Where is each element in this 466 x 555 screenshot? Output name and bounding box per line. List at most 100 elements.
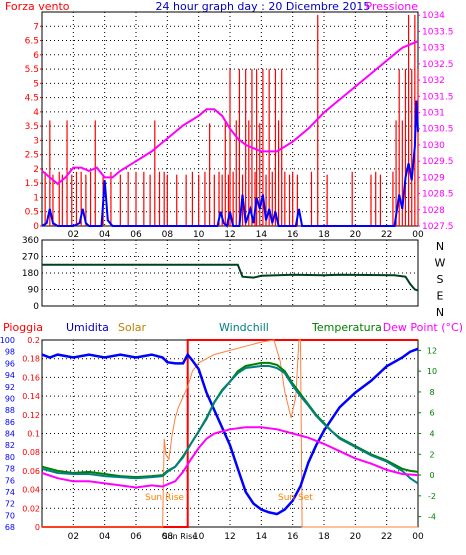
pressure-tick-label: 1029: [422, 173, 445, 183]
direction-axis-ticks: 0 90 180 270 360: [22, 236, 39, 312]
temperature-tick-label: 12: [427, 346, 437, 355]
temperature-x-tick-label: Sun Rise: [163, 532, 198, 541]
wind-x-tick-label: 18: [318, 230, 330, 240]
wind-tick-label: 4.5: [25, 94, 39, 104]
wind-tick-label: 2.5: [25, 151, 39, 161]
humidity-tick-label: 92: [5, 383, 15, 392]
temperature-x-tick-label: 02: [68, 532, 79, 542]
humidity-legend: Umidita: [66, 321, 109, 334]
temperature-tick-label: 4: [429, 430, 434, 439]
wind-tick-label: 7: [33, 22, 39, 32]
temperature-x-tick-label: 00: [412, 532, 424, 542]
wind-x-tick-label: 08: [162, 230, 174, 240]
humidity-tick-label: 100: [0, 336, 15, 345]
rain-tick-label: 0.04: [22, 486, 40, 495]
pressure-tick-label: 1028: [422, 206, 445, 216]
temperature-x-tick-label: 06: [130, 532, 142, 542]
temperature-tick-label: -4: [428, 513, 436, 522]
wind-x-tick-label: 20: [350, 230, 362, 240]
humidity-tick-label: 68: [5, 523, 15, 532]
wind-x-tick-label: 04: [99, 230, 111, 240]
sunset-label: Sun Set: [278, 493, 313, 503]
pressure-tick-label: 1031: [422, 109, 445, 119]
compass-label: S: [437, 273, 444, 286]
windchill-legend: Windchill: [219, 321, 269, 334]
pressure-tick-label: 1030.5: [422, 125, 454, 135]
solar: [42, 339, 418, 528]
compass-label: N: [436, 240, 444, 253]
temperature-panel: Pioggia Umidita Solar Windchill Temperat…: [0, 321, 463, 542]
temperature-series: [41, 339, 419, 528]
wind-line: [41, 100, 419, 228]
wind-tick-label: 5.5: [25, 65, 39, 75]
temperature-tick-label: 6: [429, 409, 434, 418]
humidity-tick-label: 70: [5, 511, 15, 520]
temperature-x-tick-label: 16: [287, 532, 299, 542]
humidity-axis-ticks: 68 70 72 74 76 78 80 82 84 86 88 90 92 94 96 98 100: [0, 336, 15, 532]
wind-pressure-panel: Forza vento 24 hour graph day : 20 Dicem…: [5, 0, 454, 240]
pressure-tick-label: 1028.5: [422, 190, 454, 200]
humidity-tick-label: 86: [5, 418, 15, 427]
temperature-x-tick-label: 18: [318, 532, 330, 542]
humidity-tick-label: 72: [5, 500, 15, 509]
wind-tick-label: 4: [33, 108, 39, 118]
pressure-tick-label: 1033.5: [422, 27, 454, 37]
pressure-tick-label: 1029.5: [422, 157, 454, 167]
direction-tick-label: 180: [22, 269, 39, 279]
wind-x-tick-label: 12: [224, 230, 235, 240]
humidity-tick-label: 84: [5, 430, 15, 439]
compass-label: N: [436, 306, 444, 319]
rain-tick-label: 0.14: [22, 392, 40, 401]
rain-tick-label: 0.02: [22, 504, 40, 513]
temperature-x-tick-label: 10: [193, 532, 205, 542]
humidity-tick-label: 94: [5, 371, 15, 380]
wind-x-tick-label: 00: [412, 230, 424, 240]
humidity-tick-label: 74: [5, 488, 15, 497]
humidity-tick-label: 96: [5, 359, 15, 368]
humidity-tick-label: 76: [5, 476, 15, 485]
dewpoint-legend: Dew Point (°C): [383, 321, 463, 334]
wind-tick-label: 0.5: [25, 208, 39, 218]
wind-x-tick-label: 16: [287, 230, 299, 240]
solar-legend: Solar: [118, 321, 147, 334]
wind-x-tick-label: 10: [193, 230, 205, 240]
pressure-axis-title: Pressione: [366, 0, 419, 13]
temperature-tick-label: 0: [429, 471, 434, 480]
temperature-legend: Temperatura: [311, 321, 382, 334]
temperature-tick-label: 10: [427, 367, 437, 376]
rain-tick-label: 0.1: [27, 430, 40, 439]
pressure-tick-label: 1034: [422, 11, 445, 21]
panel-title: 24 hour graph day : 20 Dicembre 2015: [156, 0, 371, 13]
temperature-tick-label: 2: [429, 450, 434, 459]
temperature-x-tick-label: 14: [256, 532, 268, 542]
humidity-tick-label: 82: [5, 441, 15, 450]
direction-tick-label: 90: [28, 286, 40, 296]
rain-tick-label: 0.06: [22, 467, 40, 476]
wind-series: [41, 14, 419, 228]
wind-tick-label: 1: [33, 193, 39, 203]
pressure-tick-label: 1033: [422, 44, 445, 54]
pressure-tick-label: 1030: [422, 141, 445, 151]
rain-tick-label: 0.16: [22, 373, 40, 382]
wind-tick-label: 5: [33, 79, 39, 89]
sunrise-label: Sun Rise: [145, 493, 184, 503]
dewpoint: [41, 426, 419, 489]
humidity-tick-label: 98: [5, 348, 15, 357]
direction-tick-label: 360: [22, 236, 39, 246]
humidity-tick-label: 78: [5, 465, 15, 474]
rain-tick-label: 0.08: [22, 448, 40, 457]
compass-label: E: [437, 290, 444, 303]
wind-tick-label: 3.5: [25, 122, 39, 132]
rain-tick-label: 0.12: [22, 411, 40, 420]
humidity-tick-label: 80: [5, 453, 15, 462]
wind-axis-ticks: 0 0.5 1 1.5 2 2.5 3 3.5 4 4.5 5 5.5 6 6.5 7: [25, 22, 42, 232]
wind-tick-label: 3: [33, 136, 39, 146]
direction-tick-label: 270: [22, 253, 39, 263]
temperature-x-tick-label: 08: [162, 532, 174, 542]
pressure-axis-ticks: 1027.5 1028 1028.5 1029 1029.5 1030 1030.5 1031…: [418, 11, 454, 232]
pressure-tick-label: 1027.5: [422, 222, 454, 232]
pressure-tick-label: 1031.5: [422, 92, 454, 102]
pressure-line: [41, 40, 419, 186]
